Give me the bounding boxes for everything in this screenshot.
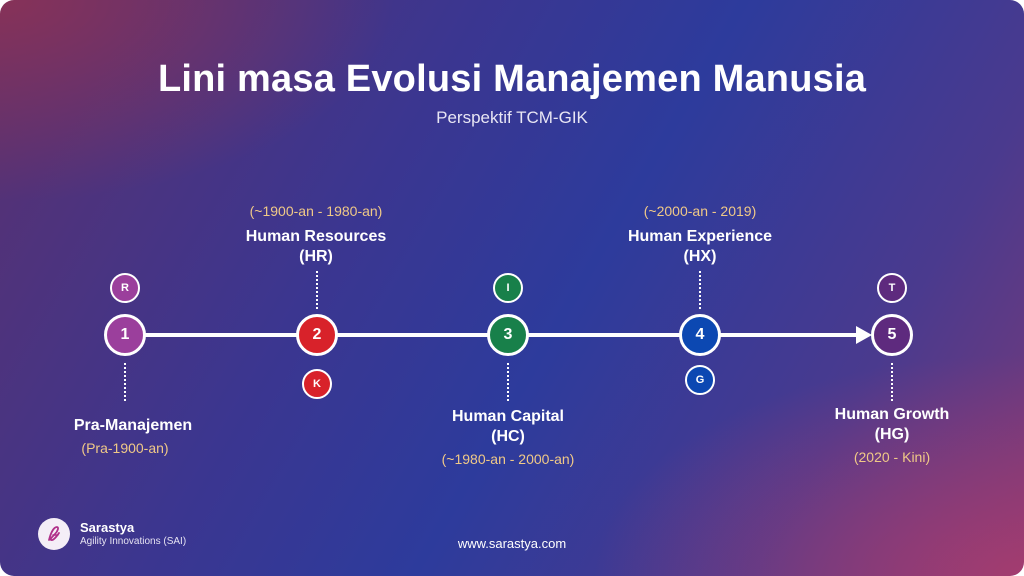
website-link[interactable]: www.sarastya.com <box>457 536 567 551</box>
stage-2-connector <box>316 271 318 309</box>
stage-2-name: Human Resources <box>245 228 387 245</box>
stage-4-name: Human Experience <box>627 228 773 245</box>
stage-3-period: (~1980-an - 2000-an) <box>441 451 575 467</box>
stage-3-abbr: (HC) <box>491 428 525 445</box>
stage-2-letter-badge: K <box>302 369 332 399</box>
stage-5-period: (2020 - Kini) <box>853 449 931 465</box>
stage-1-node: 1 <box>104 314 146 356</box>
stage-4-connector <box>699 271 701 309</box>
stage-2-node: 2 <box>296 314 338 356</box>
timeline-arrowhead <box>856 326 872 344</box>
stage-3-connector <box>507 363 509 401</box>
stage-4-period: (~2000-an - 2019) <box>643 203 757 219</box>
stage-3-node: 3 <box>487 314 529 356</box>
brand-text: Sarastya Agility Innovations (SAI) <box>80 520 186 548</box>
stage-2-abbr: (HR) <box>299 248 333 265</box>
stage-1-connector <box>124 363 126 401</box>
stage-1-letter-badge: R <box>110 273 140 303</box>
stage-4-node: 4 <box>679 314 721 356</box>
stage-5-node: 5 <box>871 314 913 356</box>
stage-5-letter-badge: T <box>877 273 907 303</box>
brand-block: Sarastya Agility Innovations (SAI) <box>38 518 186 550</box>
stage-5-connector <box>891 363 893 401</box>
brand-name: Sarastya <box>80 520 135 535</box>
stage-1-period: (Pra-1900-an) <box>81 440 169 456</box>
sarastya-logo-icon <box>38 518 70 550</box>
stage-5-abbr: (HG) <box>874 426 910 443</box>
stage-3-name: Human Capital <box>451 408 564 425</box>
brand-subtitle: Agility Innovations (SAI) <box>80 536 187 547</box>
stage-4-abbr: (HX) <box>683 248 717 265</box>
stage-4-letter-badge: G <box>685 365 715 395</box>
stage-1-name: Pra-Manajemen <box>73 417 193 434</box>
page-subtitle: Perspektif TCM-GIK <box>436 108 588 127</box>
page-title: Lini masa Evolusi Manajemen Manusia <box>157 58 867 100</box>
stage-3-letter-badge: I <box>493 273 523 303</box>
stage-5-name: Human Growth <box>834 406 950 423</box>
stage-2-period: (~1900-an - 1980-an) <box>249 203 383 219</box>
